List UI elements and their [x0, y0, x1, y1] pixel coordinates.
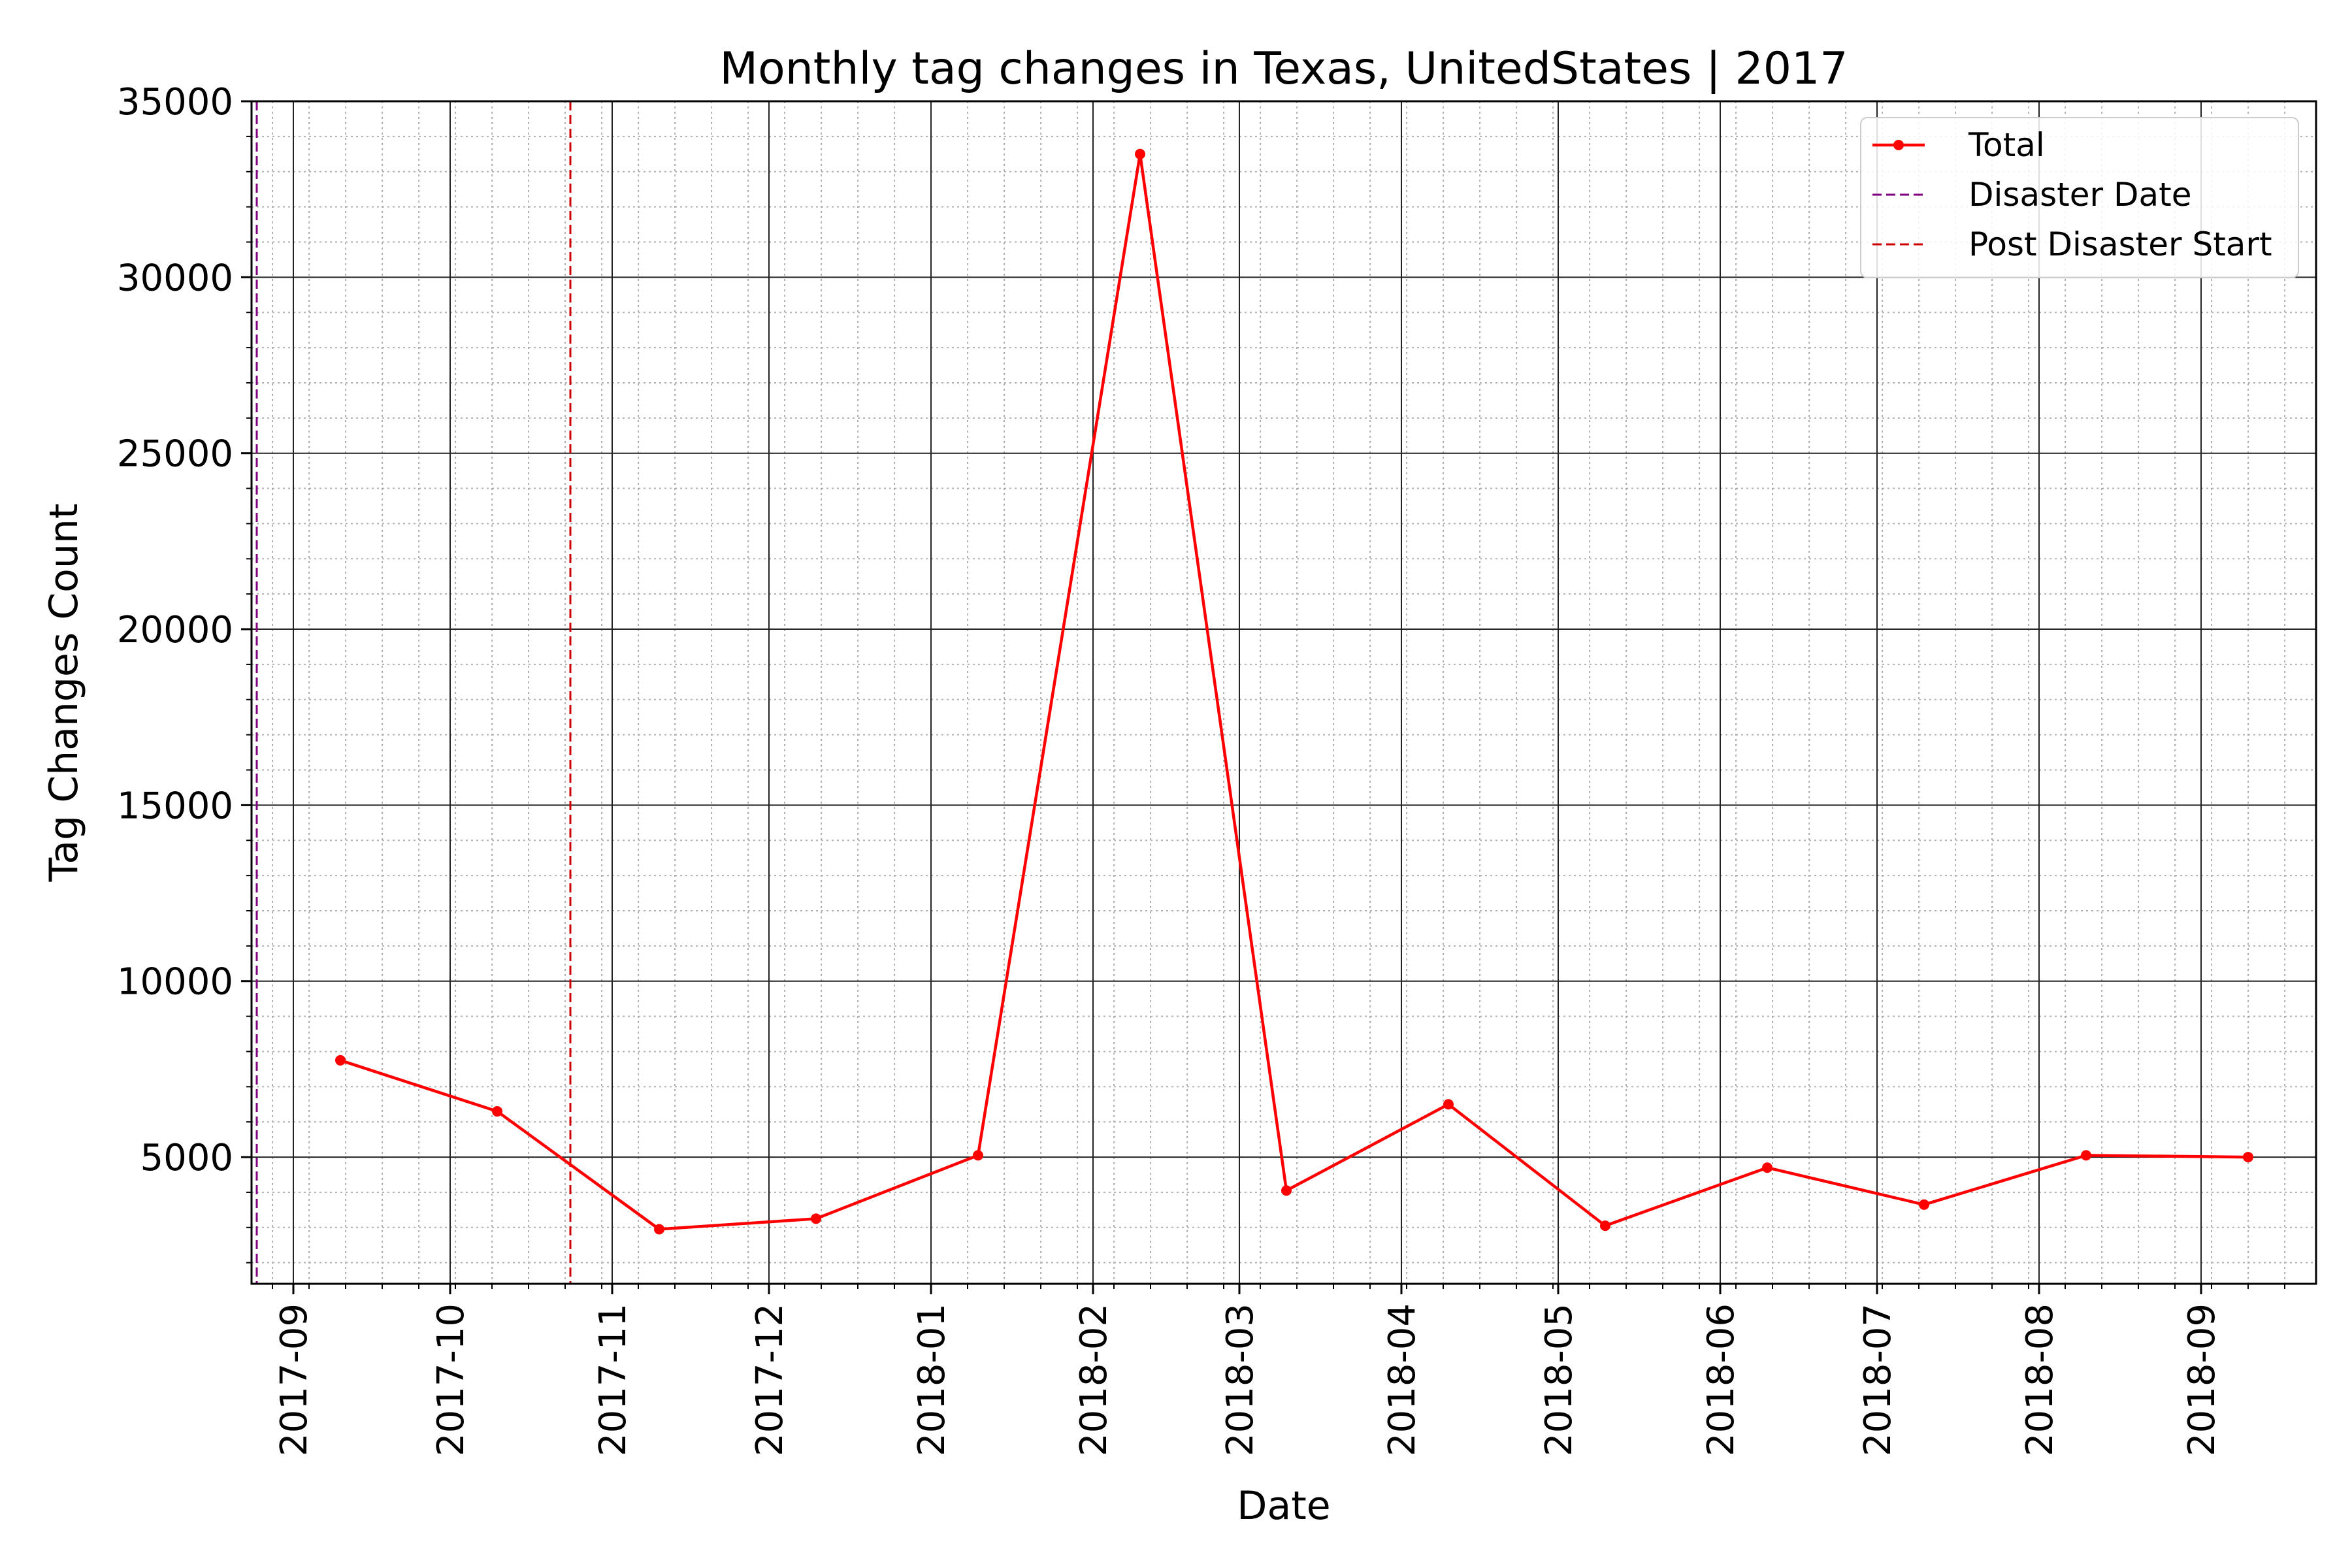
x-tick-label: 2018-05: [1538, 1303, 1580, 1456]
axis-ticks: [241, 100, 2285, 1294]
x-tick-label: 2018-01: [911, 1303, 953, 1456]
x-tick-label: 2018-03: [1219, 1303, 1262, 1456]
reference-lines: [255, 101, 572, 1284]
data-point: [335, 1054, 346, 1066]
series-layer: [335, 148, 2253, 1235]
data-point: [973, 1150, 983, 1161]
y-tick-label: 10000: [117, 961, 233, 1004]
y-tick-labels: 5000 10000 15000 20000 25000 30000 35000: [117, 81, 233, 1179]
y-tick-label: 35000: [117, 81, 233, 123]
data-point: [2081, 1150, 2091, 1161]
data-point: [654, 1224, 664, 1235]
x-tick-label: 2018-07: [1857, 1303, 1899, 1456]
plot-frame: [250, 100, 2317, 1285]
data-point: [1135, 148, 1145, 159]
y-tick-label: 5000: [140, 1137, 233, 1179]
legend-marker: [1893, 140, 1904, 150]
x-tick-label: 2017-12: [749, 1303, 791, 1456]
x-tick-label: 2018-06: [1700, 1303, 1742, 1456]
data-point: [2243, 1152, 2253, 1163]
y-tick-label: 30000: [117, 257, 233, 299]
x-tick-label: 2018-02: [1073, 1303, 1115, 1456]
x-tick-label: 2017-10: [430, 1303, 472, 1456]
x-tick-label: 2018-09: [2181, 1303, 2223, 1456]
data-point: [811, 1213, 821, 1224]
legend-box: [1860, 117, 2299, 278]
x-tick-label: 2017-11: [592, 1303, 634, 1456]
data-point: [1762, 1162, 1772, 1173]
legend-label: Post Disaster Start: [1968, 225, 2272, 263]
legend-label: Disaster Date: [1968, 176, 2191, 214]
data-point: [1281, 1185, 1292, 1196]
data-point: [492, 1106, 502, 1117]
x-tick-labels: 2017-09 2017-10 2017-11 2017-12 2018-01 2018-…: [273, 1303, 2223, 1456]
legend-label: Total: [1968, 126, 2045, 164]
x-tick-label: 2018-04: [1381, 1303, 1424, 1456]
x-tick-label: 2018-08: [2019, 1303, 2061, 1456]
data-point: [1443, 1099, 1454, 1110]
data-point: [1600, 1220, 1610, 1232]
y-axis-label: Tag Changes Count: [41, 504, 87, 883]
chart-title: Monthly tag changes in Texas, UnitedStat…: [719, 43, 1848, 95]
y-tick-label: 25000: [117, 433, 233, 476]
y-tick-label: 20000: [117, 609, 233, 651]
x-axis-label: Date: [1237, 1483, 1330, 1529]
legend: Total Disaster Date Post Disaster Start: [1860, 117, 2299, 278]
x-tick-label: 2017-09: [273, 1303, 316, 1456]
data-point: [1919, 1199, 1929, 1210]
y-tick-label: 15000: [117, 785, 233, 827]
